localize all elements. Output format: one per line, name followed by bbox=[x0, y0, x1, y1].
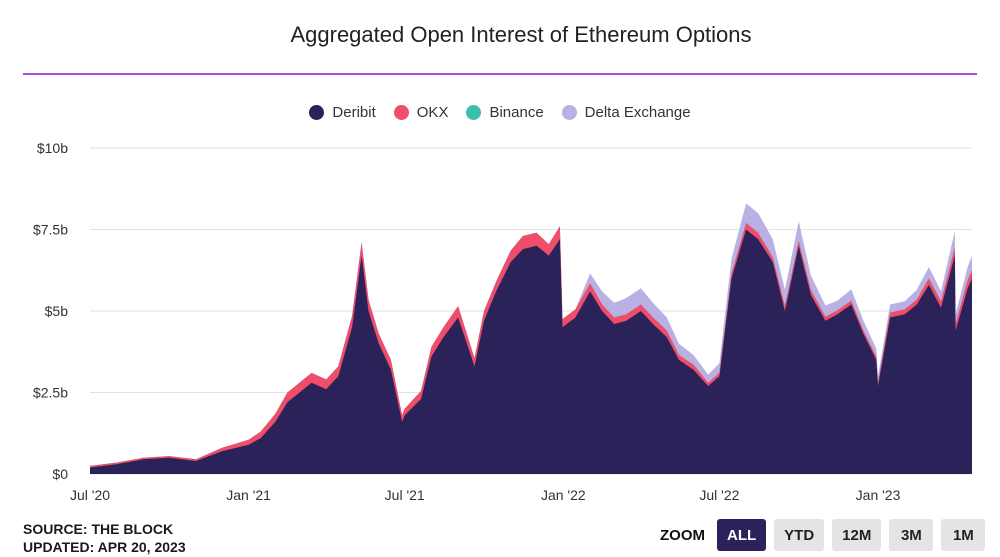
legend-dot-icon bbox=[561, 105, 577, 120]
source-line: SOURCE: THE BLOCK bbox=[23, 521, 174, 537]
y-tick-label: $10b bbox=[37, 140, 68, 156]
legend-dot-icon bbox=[393, 105, 409, 120]
title-divider bbox=[23, 73, 977, 75]
y-tick-label: $2.5b bbox=[33, 385, 68, 401]
open-interest-chart: $0$2.5b$5b$7.5b$10b Jul '20 Jan '21 Jul '2… bbox=[33, 140, 972, 503]
x-tick-label: Jan '23 bbox=[856, 487, 901, 503]
zoom-button-1m[interactable]: 1M bbox=[941, 519, 986, 551]
zoom-button-ytd[interactable]: YTD bbox=[774, 519, 825, 551]
legend-item-binance[interactable]: Binance bbox=[466, 104, 544, 121]
chart-legend: Deribit OKX Binance Delta Exchange bbox=[0, 104, 1000, 121]
stacked-areas bbox=[90, 203, 972, 474]
zoom-button-all[interactable]: ALL bbox=[717, 519, 767, 551]
x-tick-label: Jul '22 bbox=[699, 487, 739, 503]
x-tick-label: Jan '21 bbox=[226, 487, 271, 503]
legend-label: Binance bbox=[489, 104, 544, 121]
zoom-button-3m[interactable]: 3M bbox=[889, 519, 934, 551]
x-tick-label: Jan '22 bbox=[541, 487, 586, 503]
updated-line: UPDATED: APR 20, 2023 bbox=[23, 539, 186, 555]
zoom-button-12m[interactable]: 12M bbox=[832, 519, 882, 551]
legend-label: Deribit bbox=[332, 104, 376, 121]
x-axis-labels: Jul '20 Jan '21 Jul '21 Jan '22 Jul '22 Jan '… bbox=[70, 487, 901, 503]
y-tick-label: $7.5b bbox=[33, 222, 68, 238]
legend-label: OKX bbox=[416, 104, 449, 121]
legend-item-okx[interactable]: OKX bbox=[393, 104, 449, 121]
source-note: SOURCE: THE BLOCK UPDATED: APR 20, 2023 bbox=[23, 520, 186, 556]
y-tick-label: $5b bbox=[45, 303, 69, 319]
chart-title: Aggregated Open Interest of Ethereum Opt… bbox=[290, 22, 752, 47]
x-tick-label: Jul '21 bbox=[385, 487, 425, 503]
legend-label: Delta Exchange bbox=[584, 104, 691, 121]
x-tick-label: Jul '20 bbox=[70, 487, 110, 503]
zoom-control: ZOOM ALL YTD 12M 3M 1M bbox=[660, 519, 986, 551]
zoom-label: ZOOM bbox=[660, 526, 705, 544]
y-axis-labels: $0 $2.5b $5b $7.5b $10b bbox=[33, 140, 68, 482]
legend-item-delta-exchange[interactable]: Delta Exchange bbox=[561, 104, 691, 121]
y-tick-label: $0 bbox=[52, 466, 68, 482]
legend-dot-icon bbox=[466, 105, 482, 120]
area-series-deribit bbox=[90, 229, 972, 474]
legend-dot-icon bbox=[309, 105, 325, 120]
legend-item-deribit[interactable]: Deribit bbox=[309, 104, 376, 121]
